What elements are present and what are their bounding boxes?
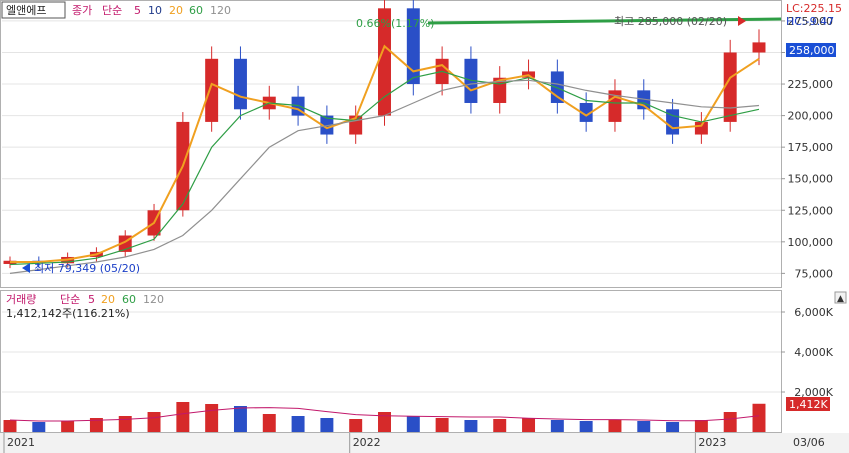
price-tick-label: 200,000	[788, 110, 834, 123]
stock-name: 엘앤에프	[6, 4, 46, 17]
volume-bar	[378, 412, 391, 432]
price-ma10-label: 10	[148, 4, 162, 17]
low-marker-icon	[22, 263, 30, 273]
maximize-button[interactable]	[834, 291, 847, 304]
volume-gridlines	[2, 311, 781, 393]
volume-bar	[262, 414, 276, 432]
date-axis-bar	[0, 433, 849, 453]
price-candle-body	[233, 58, 247, 110]
volume-panel-frame	[0, 290, 782, 433]
price-candle-body	[579, 102, 593, 122]
volume-bar	[550, 420, 564, 432]
volume-tick-label: 4,000K	[794, 346, 833, 359]
price-candle-body	[205, 58, 219, 122]
price-tick-label: 75,000	[795, 267, 834, 280]
volume-title: 거래량	[6, 293, 36, 306]
price-candle-body	[406, 8, 420, 85]
volume-bar	[406, 416, 420, 432]
price-candle-body	[723, 52, 737, 122]
price-candle-body	[320, 115, 334, 135]
volume-ma-type-label: 단순	[60, 293, 80, 306]
volume-bar	[637, 421, 651, 432]
volume-bar	[147, 412, 161, 432]
volume-ma120-label: 120	[143, 293, 164, 306]
price-ma120-label: 120	[210, 4, 231, 17]
price-candle-body	[752, 42, 766, 53]
ma-line-60	[9, 70, 760, 266]
price-candle-body	[378, 8, 391, 116]
price-ma20-label: 20	[169, 4, 183, 17]
volume-ma20-label: 20	[101, 293, 115, 306]
volume-bar	[118, 416, 132, 432]
volume-bar	[694, 420, 708, 432]
volume-bars	[3, 402, 766, 432]
volume-ma5-label: 5	[88, 293, 95, 306]
maximize-icon: ▲	[837, 294, 844, 304]
volume-bar	[493, 419, 507, 432]
price-gridlines	[2, 20, 781, 274]
volume-tick-label: 6,000K	[794, 306, 833, 319]
date-axis-label: 2022	[353, 436, 381, 449]
volume-bar	[320, 418, 334, 432]
volume-bar	[89, 418, 103, 432]
lc-label: LC:225.15	[786, 2, 842, 15]
current-volume-badge	[786, 397, 830, 411]
volume-bar	[291, 416, 305, 432]
price-tick-label: 125,000	[788, 204, 834, 217]
price-type-label: 종가	[72, 4, 92, 17]
moving-average-lines	[9, 44, 760, 274]
price-tick-label: 175,000	[788, 141, 834, 154]
hc-label: HC:-9.47	[786, 15, 834, 28]
low-annotation: 최저 79,349 (05/20)	[34, 262, 140, 275]
price-tick-label: 225,000	[788, 78, 834, 91]
volume-bar	[522, 418, 536, 432]
high-marker-icon	[738, 16, 746, 26]
high-price-line	[427, 17, 782, 25]
volume-bar	[3, 420, 17, 432]
current-price-label: 258,000	[789, 44, 835, 57]
date-label: 03/06	[793, 436, 825, 449]
volume-ma-line-5	[9, 407, 760, 422]
high-annotation: 최고 285,000 (02/20)	[614, 15, 727, 28]
volume-bar	[464, 420, 478, 432]
date-axis-label: 2023	[698, 436, 726, 449]
price-tick-label: 100,000	[788, 236, 834, 249]
current-price-badge	[786, 43, 836, 57]
volume-ma60-label: 60	[122, 293, 136, 306]
volume-bar	[435, 418, 449, 432]
volume-average-lines	[9, 407, 760, 422]
volume-bar	[32, 422, 46, 432]
volume-bar	[579, 421, 593, 432]
price-tick-label: 275,000	[788, 15, 834, 28]
price-tick-label: 150,000	[788, 173, 834, 186]
price-ma-type-label: 단순	[102, 4, 122, 17]
volume-bar	[205, 404, 219, 432]
volume-bar	[176, 402, 190, 432]
volume-bar	[233, 406, 247, 432]
volume-readout: 1,412,142주(116.21%)	[6, 307, 130, 320]
high-change-annotation: 0.66%(1.17%)	[356, 17, 434, 30]
volume-bar	[723, 412, 737, 432]
price-ma60-label: 60	[189, 4, 203, 17]
volume-bar	[61, 421, 75, 432]
volume-bar	[608, 420, 622, 432]
volume-bar	[666, 422, 680, 432]
date-axis-label: 2021	[7, 436, 35, 449]
volume-axis: 2,000K 4,000K 6,000K	[781, 306, 834, 399]
volume-tick-label: 2,000K	[794, 386, 833, 399]
volume-bar	[349, 419, 363, 432]
volume-bar	[752, 403, 766, 432]
price-ma5-label: 5	[134, 4, 141, 17]
ma-line-120	[9, 79, 760, 274]
stock-name-box[interactable]	[1, 1, 66, 19]
current-volume-label: 1,412K	[789, 398, 828, 411]
date-axis: 2021 2022 2023	[3, 433, 726, 453]
